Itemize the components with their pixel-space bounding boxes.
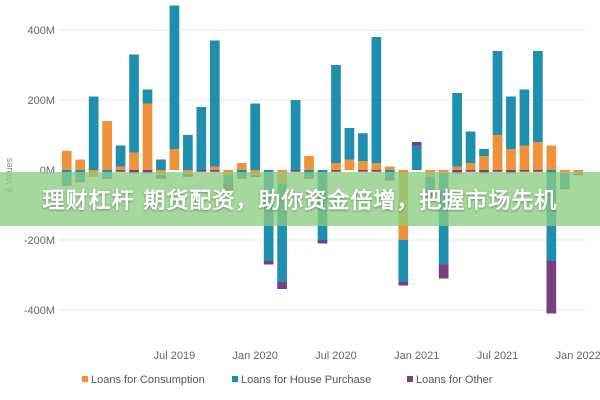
bar-segment-series-2	[452, 170, 462, 174]
bar-segment-series-1	[115, 145, 126, 167]
bar-segment-series-2	[546, 261, 557, 314]
bar-segment-series-1	[277, 184, 287, 282]
bar-segment-series-0	[236, 163, 247, 170]
promo-banner[interactable]: 理财杠杆 期货配资，助你资金倍增，把握市场先机	[0, 172, 600, 226]
x-axis-ticks: Jul 2019 Jan 2020 Jul 2020 Jan 2021 Jul 2021…	[154, 350, 600, 362]
bar-segment-series-1	[479, 149, 489, 156]
bar-segment-series-2	[411, 142, 422, 146]
bar-segment-series-0	[438, 170, 449, 174]
bar-segment-series-2	[317, 240, 328, 244]
legend-swatch	[82, 376, 88, 382]
bar-segment-series-2	[479, 170, 489, 174]
bar-segment-series-0	[519, 145, 530, 170]
bar-segment-series-1	[506, 96, 516, 149]
bar-segment-series-0	[573, 170, 584, 174]
bar-segment-series-0	[169, 149, 180, 170]
bar-segment-series-1	[371, 37, 382, 163]
bar-segment-series-0	[129, 152, 139, 170]
bar-segment-series-2	[438, 264, 449, 279]
bar-segment-series-2	[533, 170, 543, 172]
bar-segment-series-0	[61, 150, 72, 170]
x-tick-label: Jul 2019	[154, 350, 196, 362]
bar-segment-series-2	[277, 282, 287, 289]
bar-segment-series-0	[506, 149, 516, 170]
bar-segment-series-1	[169, 5, 180, 149]
bar-segment-series-2	[209, 170, 220, 172]
bar-segment-series-1	[290, 100, 301, 170]
bar-segment-series-2	[196, 170, 207, 172]
bar-segment-series-1	[452, 93, 462, 167]
bar-segment-series-2	[492, 170, 503, 172]
bar-segment-series-0	[115, 166, 126, 170]
bar-segment-series-1	[344, 128, 355, 160]
legend-swatch	[407, 376, 413, 382]
bar-segment-series-1	[196, 107, 207, 170]
bar-segment-series-2	[519, 170, 530, 172]
promo-banner-text: 理财杠杆 期货配资，助你资金倍增，把握市场先机	[42, 189, 558, 214]
bar-segment-series-0	[183, 170, 193, 174]
bar-segment-series-1	[358, 133, 368, 162]
bar-segment-series-2	[331, 170, 341, 172]
bar-segment-series-0	[465, 163, 476, 170]
bar-segment-series-0	[209, 166, 220, 170]
bar-segment-series-1	[492, 51, 503, 135]
x-tick-label: Jan 2022	[556, 350, 600, 362]
bar-segment-series-0	[546, 145, 557, 170]
bar-segment-series-0	[102, 121, 112, 170]
bar-segment-series-1	[465, 131, 476, 163]
bar-segment-series-1	[142, 89, 153, 104]
bar-segment-series-0	[452, 166, 462, 170]
y-tick-label: -200M	[24, 235, 55, 247]
bar-segment-series-2	[142, 170, 153, 174]
bar-segment-series-2	[506, 170, 516, 174]
bar-segment-series-0	[384, 166, 395, 170]
x-tick-label: Jul 2021	[477, 350, 519, 362]
bar-segment-series-0	[142, 103, 153, 170]
legend-swatch	[232, 376, 238, 382]
bar-segment-series-2	[398, 282, 409, 286]
bar-segment-series-0	[559, 170, 570, 174]
y-tick-label: 400M	[27, 25, 55, 37]
x-tick-label: Jan 2021	[394, 350, 439, 362]
bar-segment-series-0	[492, 135, 503, 170]
legend-label: Loans for Other	[416, 374, 493, 386]
bar-segment-series-1	[129, 54, 139, 153]
bar-segment-series-1	[533, 51, 543, 142]
bar-segment-series-0	[371, 163, 382, 170]
bar-segment-series-1	[183, 135, 193, 170]
bar-segment-series-0	[533, 142, 543, 170]
legend-label: Loans for Consumption	[91, 374, 205, 386]
legend-label: Loans for House Purchase	[241, 374, 371, 386]
bar-segment-series-0	[358, 161, 368, 170]
bar-segment-series-1	[250, 103, 261, 170]
bar-segment-series-2	[115, 170, 126, 172]
bar-segment-series-2	[129, 170, 139, 174]
y-tick-label: 200M	[27, 95, 55, 107]
bar-segment-series-1	[519, 89, 530, 146]
y-tick-label: -400M	[24, 305, 55, 317]
bar-segment-series-2	[263, 261, 274, 265]
bar-segment-series-2	[290, 170, 301, 172]
bar-segment-series-2	[465, 170, 476, 172]
bar-segment-series-1	[411, 145, 422, 170]
bar-segment-series-1	[331, 65, 341, 163]
bar-segment-series-0	[479, 156, 489, 170]
bar-segment-series-1	[88, 96, 99, 170]
bar-segment-series-0	[331, 163, 341, 170]
bar-segment-series-1	[156, 159, 166, 170]
bar-segment-series-1	[398, 240, 409, 282]
bar-segment-series-2	[371, 170, 382, 172]
x-tick-label: Jan 2020	[233, 350, 278, 362]
bar-segment-series-2	[358, 170, 368, 172]
bar-segment-series-0	[304, 156, 314, 170]
bar-segment-series-0	[75, 159, 86, 170]
bars	[61, 5, 584, 314]
bar-segment-series-0	[344, 159, 355, 170]
x-tick-label: Jul 2020	[315, 350, 357, 362]
legend: Loans for Consumption Loans for House Pur…	[82, 374, 493, 386]
bar-segment-series-1	[209, 40, 220, 167]
